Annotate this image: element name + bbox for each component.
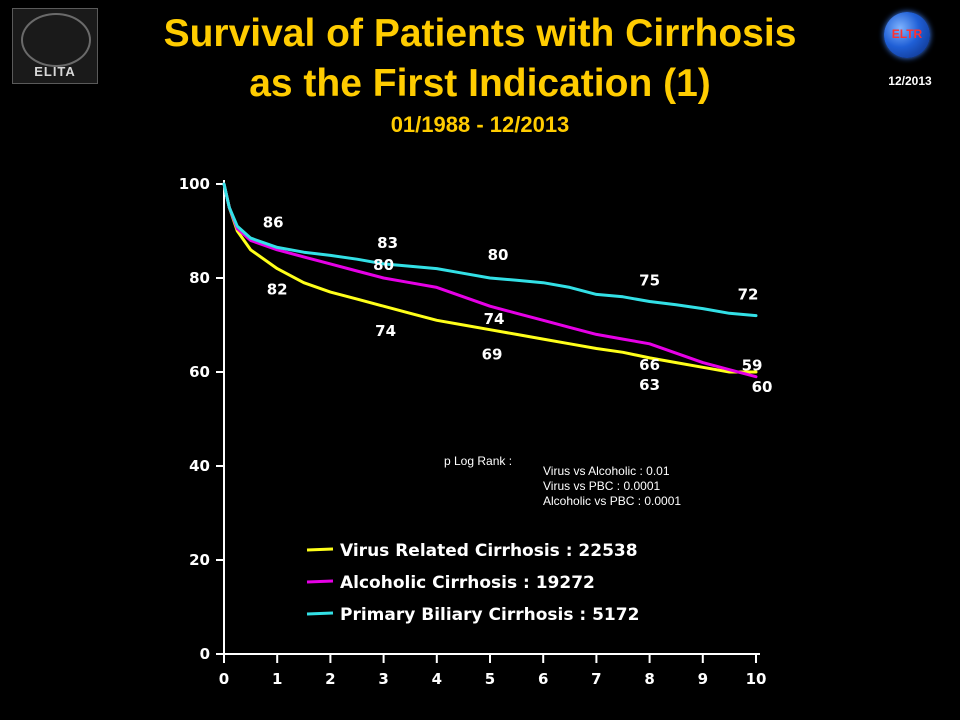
series-line-2 bbox=[222, 182, 758, 379]
series-line-1 bbox=[222, 182, 758, 374]
annotation-heading: p Log Rank : bbox=[444, 454, 512, 468]
x-tick-label: 0 bbox=[219, 670, 229, 688]
legend-swatch bbox=[306, 547, 334, 552]
data-label: 80 bbox=[373, 256, 394, 274]
chart-title-line-2: as the First Indication (1) bbox=[249, 62, 711, 105]
x-tick-label: 10 bbox=[746, 670, 767, 688]
x-tick-label: 7 bbox=[591, 670, 601, 688]
data-label: 63 bbox=[639, 376, 660, 394]
x-tick-label: 5 bbox=[485, 670, 495, 688]
eltr-logo-text: ELTR bbox=[891, 27, 923, 41]
data-label: 82 bbox=[267, 281, 288, 299]
x-tick-label: 9 bbox=[698, 670, 708, 688]
data-label: 86 bbox=[263, 213, 284, 231]
data-label: 74 bbox=[375, 322, 396, 340]
x-tick-label: 6 bbox=[538, 670, 548, 688]
chart-title-line-1: Survival of Patients with Cirrhosis bbox=[163, 12, 797, 55]
data-label: 66 bbox=[639, 356, 660, 374]
x-tick-label: 4 bbox=[432, 670, 442, 688]
data-label: 80 bbox=[488, 246, 509, 264]
annotation-line: Virus vs Alcoholic : 0.01 bbox=[543, 464, 670, 478]
legend-label: Primary Biliary Cirrhosis : 5172 bbox=[340, 605, 639, 625]
legend-label: Virus Related Cirrhosis : 22538 bbox=[340, 541, 638, 561]
eltr-logo: ELTR bbox=[880, 8, 936, 64]
legend-label: Alcoholic Cirrhosis : 19272 bbox=[340, 573, 595, 593]
point-labels-layer: 82 74 69 63 60 80 74 66 59 86 83 80 75 72 bbox=[263, 213, 773, 396]
data-label: 69 bbox=[482, 346, 503, 364]
data-label: 75 bbox=[639, 272, 660, 290]
series-layer bbox=[222, 182, 758, 379]
date-stamp: 12/2013 bbox=[888, 74, 932, 88]
annotation-line: Virus vs PBC : 0.0001 bbox=[543, 479, 660, 493]
data-label: 60 bbox=[752, 378, 773, 396]
chart-legend: Virus Related Cirrhosis : 22538 Alcoholic… bbox=[306, 541, 639, 625]
data-label: 72 bbox=[738, 286, 759, 304]
y-tick-label: 80 bbox=[189, 269, 210, 287]
data-label: 83 bbox=[377, 234, 398, 252]
chart-subtitle: 01/1988 - 12/2013 bbox=[390, 112, 570, 137]
p-log-rank-annotation: p Log Rank : Virus vs Alcoholic : 0.01Vir… bbox=[444, 454, 681, 508]
elita-logo: ELITA bbox=[12, 8, 98, 84]
legend-swatch bbox=[306, 611, 334, 616]
x-tick-label: 2 bbox=[325, 670, 335, 688]
series-line-3 bbox=[222, 182, 758, 318]
y-tick-label: 20 bbox=[189, 551, 210, 569]
y-tick-label: 60 bbox=[189, 363, 210, 381]
data-label: 74 bbox=[484, 310, 505, 328]
x-tick-label: 8 bbox=[644, 670, 654, 688]
y-tick-label: 40 bbox=[189, 457, 210, 475]
logo-ring-icon bbox=[21, 13, 91, 67]
globe-icon bbox=[884, 12, 930, 58]
data-label: 59 bbox=[742, 357, 763, 375]
annotation-line: Alcoholic vs PBC : 0.0001 bbox=[543, 494, 681, 508]
elita-logo-text: ELITA bbox=[34, 64, 76, 79]
x-tick-label: 1 bbox=[272, 670, 282, 688]
y-tick-label: 0 bbox=[200, 645, 210, 663]
legend-swatch bbox=[306, 579, 334, 584]
chart-axes: 0 20 40 60 80 100 0 1 2 3 4 5 6 7 8 9 10 bbox=[179, 175, 767, 688]
x-tick-label: 3 bbox=[378, 670, 388, 688]
y-tick-label: 100 bbox=[179, 175, 210, 193]
